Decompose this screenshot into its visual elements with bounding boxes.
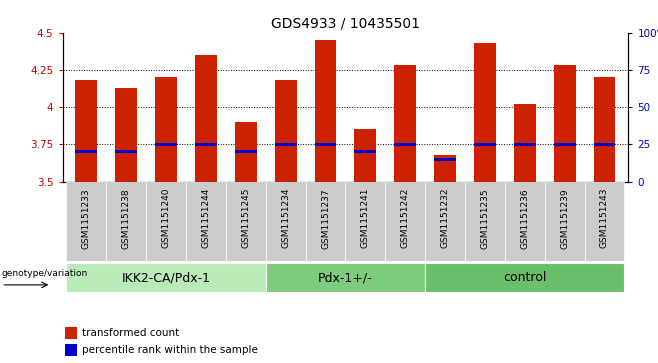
Bar [195, 143, 217, 146]
Bar [594, 77, 615, 182]
Text: GSM1151232: GSM1151232 [441, 188, 449, 248]
FancyBboxPatch shape [345, 182, 386, 261]
Bar [76, 150, 97, 153]
Text: GSM1151240: GSM1151240 [162, 188, 170, 248]
Bar [474, 43, 496, 182]
Text: GSM1151245: GSM1151245 [241, 188, 250, 248]
Bar [355, 150, 376, 153]
Bar [65, 327, 76, 339]
Bar [514, 143, 536, 146]
FancyBboxPatch shape [186, 182, 226, 261]
Text: percentile rank within the sample: percentile rank within the sample [82, 345, 258, 355]
Bar [235, 150, 257, 153]
Bar [235, 122, 257, 182]
FancyBboxPatch shape [107, 182, 146, 261]
FancyBboxPatch shape [465, 182, 505, 261]
Bar [553, 143, 576, 146]
Text: control: control [503, 271, 546, 284]
Bar [275, 143, 297, 146]
Bar [434, 155, 456, 182]
Text: GSM1151239: GSM1151239 [560, 188, 569, 249]
Bar [155, 77, 177, 182]
Bar [355, 129, 376, 182]
Text: GSM1151233: GSM1151233 [82, 188, 91, 249]
Bar [553, 65, 576, 182]
Bar [315, 40, 336, 182]
FancyBboxPatch shape [226, 182, 266, 261]
FancyBboxPatch shape [266, 263, 425, 293]
Bar [434, 158, 456, 160]
FancyBboxPatch shape [425, 182, 465, 261]
Title: GDS4933 / 10435501: GDS4933 / 10435501 [271, 16, 420, 30]
Bar [155, 143, 177, 146]
FancyBboxPatch shape [266, 182, 305, 261]
Bar [394, 65, 417, 182]
FancyBboxPatch shape [545, 182, 584, 261]
Bar [394, 143, 417, 146]
Text: GSM1151244: GSM1151244 [201, 188, 211, 248]
Text: GSM1151236: GSM1151236 [520, 188, 529, 249]
Bar [514, 104, 536, 182]
Bar [195, 55, 217, 182]
Text: GSM1151238: GSM1151238 [122, 188, 131, 249]
Text: genotype/variation: genotype/variation [1, 269, 88, 278]
FancyBboxPatch shape [305, 182, 345, 261]
Text: GSM1151237: GSM1151237 [321, 188, 330, 249]
Text: GSM1151234: GSM1151234 [281, 188, 290, 248]
Bar [115, 150, 138, 153]
Bar [474, 143, 496, 146]
Bar [76, 80, 97, 182]
Text: GSM1151235: GSM1151235 [480, 188, 490, 249]
Text: transformed count: transformed count [82, 328, 180, 338]
Bar [115, 88, 138, 182]
FancyBboxPatch shape [146, 182, 186, 261]
FancyBboxPatch shape [66, 182, 107, 261]
Bar [275, 80, 297, 182]
Text: Pdx-1+/-: Pdx-1+/- [318, 271, 373, 284]
FancyBboxPatch shape [386, 182, 425, 261]
Text: GSM1151241: GSM1151241 [361, 188, 370, 248]
FancyBboxPatch shape [425, 263, 624, 293]
Text: GSM1151242: GSM1151242 [401, 188, 410, 248]
FancyBboxPatch shape [505, 182, 545, 261]
FancyBboxPatch shape [66, 263, 266, 293]
FancyBboxPatch shape [584, 182, 624, 261]
Bar [65, 344, 76, 356]
Bar [315, 143, 336, 146]
Text: GSM1151243: GSM1151243 [600, 188, 609, 248]
Text: IKK2-CA/Pdx-1: IKK2-CA/Pdx-1 [122, 271, 211, 284]
Bar [594, 143, 615, 146]
